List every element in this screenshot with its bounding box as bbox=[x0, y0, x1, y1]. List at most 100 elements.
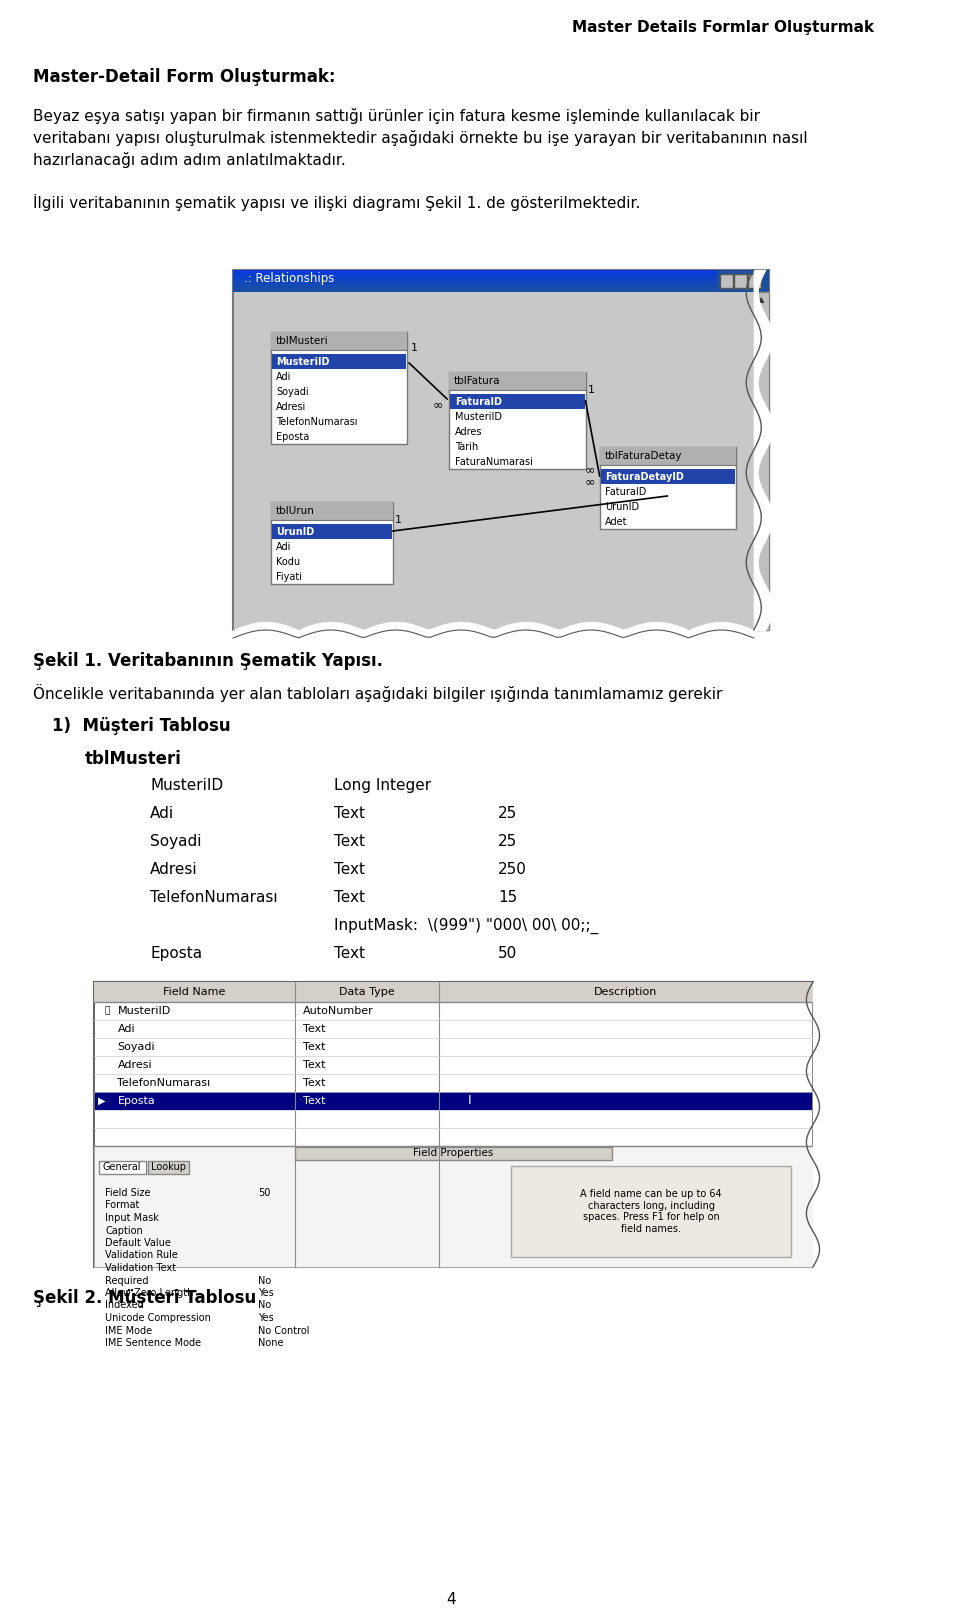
Text: 50: 50 bbox=[498, 945, 517, 962]
Text: Text: Text bbox=[334, 861, 365, 877]
Bar bbox=[95, 1002, 812, 1020]
Bar bbox=[720, 275, 733, 288]
Bar bbox=[272, 354, 406, 368]
Text: Adi: Adi bbox=[117, 1025, 135, 1034]
Text: Beyaz eşya satışı yapan bir firmanın sattığı ürünler için fatura kesme işleminde: Beyaz eşya satışı yapan bir firmanın sat… bbox=[33, 108, 760, 124]
Bar bbox=[148, 1160, 189, 1173]
Text: Field Size: Field Size bbox=[106, 1188, 151, 1197]
Text: 25: 25 bbox=[498, 834, 517, 848]
Text: Soyadi: Soyadi bbox=[276, 386, 309, 398]
Text: Field Properties: Field Properties bbox=[414, 1147, 493, 1159]
Text: Adresi: Adresi bbox=[117, 1060, 152, 1070]
Bar bbox=[754, 292, 769, 630]
Bar bbox=[601, 469, 735, 485]
Text: UrunID: UrunID bbox=[276, 527, 315, 537]
Bar bbox=[94, 983, 813, 1002]
Text: Eposta: Eposta bbox=[151, 945, 203, 962]
Text: 4: 4 bbox=[446, 1592, 456, 1606]
Bar bbox=[95, 1055, 812, 1075]
Text: MusteriID: MusteriID bbox=[455, 412, 502, 422]
Bar bbox=[600, 448, 736, 528]
Bar bbox=[94, 1146, 813, 1267]
Text: tblFatura: tblFatura bbox=[454, 377, 500, 386]
Text: tblMusteri: tblMusteri bbox=[84, 750, 181, 768]
Text: 1: 1 bbox=[395, 516, 401, 525]
Text: Adresi: Adresi bbox=[151, 861, 198, 877]
Bar bbox=[271, 503, 393, 583]
Text: Text: Text bbox=[334, 890, 365, 905]
Text: Input Mask: Input Mask bbox=[106, 1214, 159, 1223]
Text: Şekil 1. Veritabanının Şematik Yapısı.: Şekil 1. Veritabanının Şematik Yapısı. bbox=[33, 651, 383, 671]
Bar bbox=[94, 983, 813, 1267]
Text: 15: 15 bbox=[498, 890, 517, 905]
Text: Kodu: Kodu bbox=[276, 558, 300, 567]
Text: 1: 1 bbox=[588, 385, 594, 394]
Text: 50: 50 bbox=[258, 1188, 271, 1197]
Text: Data Type: Data Type bbox=[340, 987, 395, 997]
Bar bbox=[271, 503, 393, 520]
Text: Validation Rule: Validation Rule bbox=[106, 1251, 179, 1260]
Text: 1)  Müşteri Tablosu: 1) Müşteri Tablosu bbox=[52, 718, 230, 735]
Text: FaturaID: FaturaID bbox=[605, 486, 647, 498]
Text: I: I bbox=[468, 1094, 471, 1107]
Bar bbox=[734, 275, 747, 288]
Text: Master Details Formlar Oluşturmak: Master Details Formlar Oluşturmak bbox=[572, 19, 874, 36]
Text: Allow Zero Length: Allow Zero Length bbox=[106, 1288, 194, 1298]
Text: tblFaturaDetay: tblFaturaDetay bbox=[604, 451, 682, 461]
Text: Öncelikle veritabanında yer alan tabloları aşağıdaki bilgiler ışığında tanımlama: Öncelikle veritabanında yer alan tablola… bbox=[33, 684, 722, 701]
Bar bbox=[511, 1167, 791, 1257]
Text: General: General bbox=[103, 1162, 141, 1173]
Text: Yes: Yes bbox=[258, 1288, 275, 1298]
Text: Yes: Yes bbox=[258, 1312, 275, 1324]
Text: Long Integer: Long Integer bbox=[334, 777, 431, 793]
Bar bbox=[449, 372, 586, 389]
Text: 25: 25 bbox=[498, 806, 517, 821]
Text: Caption: Caption bbox=[106, 1225, 143, 1236]
Text: Eposta: Eposta bbox=[117, 1096, 156, 1105]
Text: Soyadi: Soyadi bbox=[151, 834, 202, 848]
Text: Adi: Adi bbox=[276, 541, 292, 553]
Text: Text: Text bbox=[334, 806, 365, 821]
Text: 250: 250 bbox=[498, 861, 527, 877]
Bar bbox=[748, 275, 761, 288]
Text: Şekil 2. Müşteri Tablosu: Şekil 2. Müşteri Tablosu bbox=[33, 1290, 256, 1307]
Text: Text: Text bbox=[302, 1025, 325, 1034]
Text: Adet: Adet bbox=[605, 517, 628, 527]
Text: tblMusteri: tblMusteri bbox=[276, 336, 328, 346]
Text: Soyadi: Soyadi bbox=[117, 1042, 156, 1052]
Text: ∞: ∞ bbox=[432, 399, 443, 412]
Text: veritabanı yapısı oluşturulmak istenmektedir aşağıdaki örnekte bu işe yarayan bi: veritabanı yapısı oluşturulmak istenmekt… bbox=[33, 129, 807, 145]
Bar bbox=[271, 331, 407, 444]
Bar bbox=[600, 448, 736, 465]
Bar bbox=[271, 331, 407, 351]
Bar bbox=[99, 1160, 146, 1173]
Text: InputMask:  \(999") "000\ 00\ 00;;_: InputMask: \(999") "000\ 00\ 00;;_ bbox=[334, 918, 598, 934]
Text: A field name can be up to 64
characters long, including
spaces. Press F1 for hel: A field name can be up to 64 characters … bbox=[581, 1189, 722, 1235]
Text: Lookup: Lookup bbox=[151, 1162, 185, 1173]
Bar bbox=[450, 394, 585, 409]
Bar bbox=[95, 1092, 812, 1110]
Text: IME Mode: IME Mode bbox=[106, 1325, 153, 1335]
Text: IME Sentence Mode: IME Sentence Mode bbox=[106, 1338, 202, 1348]
Text: Master-Detail Form Oluşturmak:: Master-Detail Form Oluşturmak: bbox=[33, 68, 335, 86]
Text: MusteriID: MusteriID bbox=[117, 1007, 171, 1016]
Text: Text: Text bbox=[302, 1096, 325, 1105]
Text: Unicode Compression: Unicode Compression bbox=[106, 1312, 211, 1324]
Text: 🔑: 🔑 bbox=[105, 1007, 109, 1015]
Text: tblUrun: tblUrun bbox=[276, 506, 314, 516]
Text: Tarih: Tarih bbox=[455, 443, 478, 452]
Text: Fiyati: Fiyati bbox=[276, 572, 302, 582]
Text: Default Value: Default Value bbox=[106, 1238, 171, 1248]
Text: Adres: Adres bbox=[455, 427, 482, 436]
Text: Field Name: Field Name bbox=[163, 987, 226, 997]
Text: İlgili veritabanının şematik yapısı ve ilişki diagramı Şekil 1. de gösterilmekte: İlgili veritabanının şematik yapısı ve i… bbox=[33, 194, 640, 212]
Text: Description: Description bbox=[594, 987, 658, 997]
Bar bbox=[233, 270, 769, 292]
Text: MusteriID: MusteriID bbox=[276, 357, 330, 367]
Text: No: No bbox=[258, 1301, 272, 1311]
Bar bbox=[95, 1020, 812, 1037]
Text: TelefonNumarası: TelefonNumarası bbox=[151, 890, 278, 905]
Text: Validation Text: Validation Text bbox=[106, 1264, 177, 1273]
Bar bbox=[272, 524, 392, 540]
Bar bbox=[233, 270, 769, 630]
